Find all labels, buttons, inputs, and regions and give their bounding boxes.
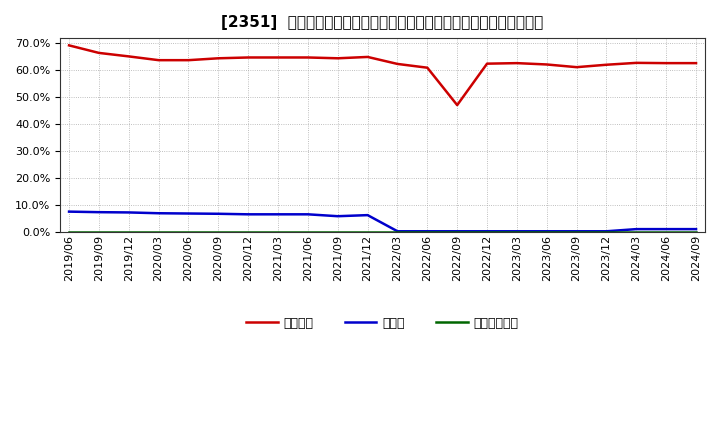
自己資本	[513, 60, 521, 66]
のれん	[304, 212, 312, 217]
繰延税金資産	[632, 229, 641, 234]
Legend: 自己資本, のれん, 繰延税金資産: 自己資本, のれん, 繰延税金資産	[241, 312, 523, 335]
繰延税金資産	[453, 229, 462, 234]
のれん	[244, 212, 253, 217]
自己資本	[393, 61, 402, 66]
のれん	[692, 227, 701, 232]
自己資本	[94, 50, 103, 55]
自己資本	[65, 43, 73, 48]
Title: [2351]  自己資本、のれん、繰延税金資産の総資産に対する比率の推移: [2351] 自己資本、のれん、繰延税金資産の総資産に対する比率の推移	[222, 15, 544, 30]
のれん	[393, 229, 402, 234]
Line: のれん: のれん	[69, 212, 696, 231]
のれん	[542, 229, 551, 234]
繰延税金資産	[692, 229, 701, 234]
繰延税金資産	[333, 229, 342, 234]
自己資本	[423, 65, 432, 70]
のれん	[482, 229, 491, 234]
繰延税金資産	[214, 229, 222, 234]
のれん	[453, 229, 462, 234]
のれん	[513, 229, 521, 234]
自己資本	[632, 60, 641, 66]
自己資本	[602, 62, 611, 67]
のれん	[214, 211, 222, 216]
自己資本	[274, 55, 282, 60]
自己資本	[482, 61, 491, 66]
自己資本	[154, 58, 163, 63]
繰延税金資産	[662, 229, 670, 234]
繰延税金資産	[542, 229, 551, 234]
のれん	[632, 227, 641, 232]
のれん	[602, 229, 611, 234]
自己資本	[572, 65, 581, 70]
繰延税金資産	[184, 229, 193, 234]
のれん	[94, 209, 103, 215]
自己資本	[125, 54, 133, 59]
のれん	[423, 229, 432, 234]
繰延税金資産	[274, 229, 282, 234]
Line: 自己資本: 自己資本	[69, 45, 696, 105]
繰延税金資産	[304, 229, 312, 234]
繰延税金資産	[125, 229, 133, 234]
繰延税金資産	[513, 229, 521, 234]
のれん	[274, 212, 282, 217]
繰延税金資産	[482, 229, 491, 234]
繰延税金資産	[244, 229, 253, 234]
のれん	[364, 213, 372, 218]
自己資本	[453, 103, 462, 108]
のれん	[184, 211, 193, 216]
繰延税金資産	[393, 229, 402, 234]
自己資本	[214, 55, 222, 61]
のれん	[333, 213, 342, 219]
繰延税金資産	[423, 229, 432, 234]
自己資本	[662, 60, 670, 66]
自己資本	[692, 60, 701, 66]
自己資本	[364, 54, 372, 59]
自己資本	[333, 55, 342, 61]
自己資本	[244, 55, 253, 60]
自己資本	[542, 62, 551, 67]
繰延税金資産	[65, 229, 73, 234]
繰延税金資産	[572, 229, 581, 234]
のれん	[572, 229, 581, 234]
繰延税金資産	[602, 229, 611, 234]
自己資本	[184, 58, 193, 63]
繰延税金資産	[364, 229, 372, 234]
繰延税金資産	[154, 229, 163, 234]
のれん	[662, 227, 670, 232]
のれん	[65, 209, 73, 214]
繰延税金資産	[94, 229, 103, 234]
のれん	[154, 211, 163, 216]
のれん	[125, 210, 133, 215]
自己資本	[304, 55, 312, 60]
